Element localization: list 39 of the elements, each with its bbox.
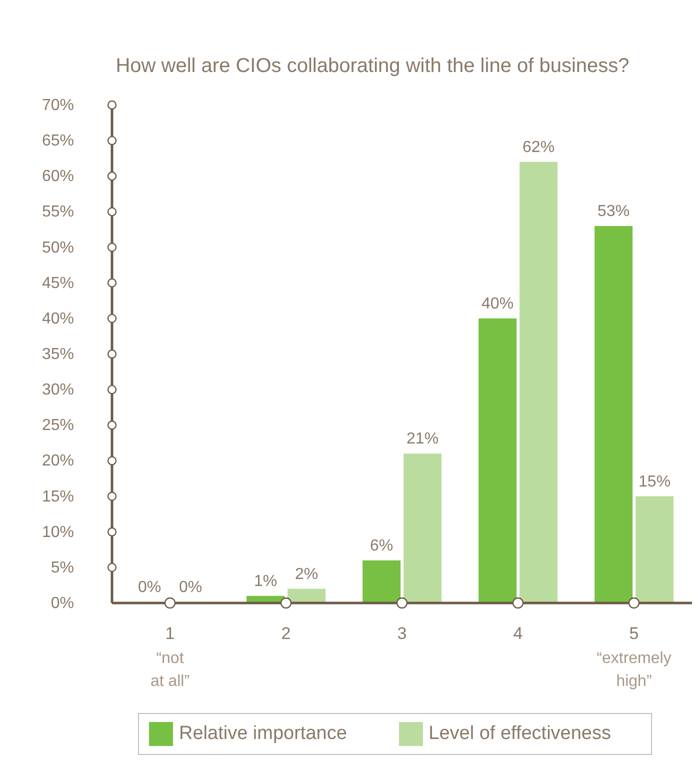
y-tick-label: 60% (42, 168, 74, 186)
legend-label: Level of effectiveness (428, 723, 611, 745)
bar (636, 496, 674, 603)
y-tick-label: 5% (50, 559, 74, 576)
y-tick-label: 15% (42, 488, 74, 506)
data-label: 53% (598, 202, 630, 220)
data-label: 21% (406, 430, 439, 448)
data-label: 62% (522, 138, 555, 156)
bar (362, 560, 401, 603)
y-tick-label: 65% (42, 132, 74, 150)
x-tick-label: 1 “not at all” (150, 624, 190, 690)
y-tick-label: 55% (42, 204, 74, 221)
y-tick-label: 0% (50, 595, 74, 612)
data-label: 0% (178, 579, 202, 596)
data-label: 2% (294, 566, 318, 583)
y-tick-label: 30% (42, 382, 74, 399)
bar (594, 226, 633, 603)
y-tick-label: 35% (42, 346, 74, 363)
y-tick-label: 50% (42, 239, 74, 256)
y-tick-label: 20% (42, 452, 74, 470)
data-label: 15% (638, 473, 671, 490)
x-tick-label: 4 (513, 624, 523, 643)
y-tick-label: 70% (42, 97, 74, 114)
y-tick-label: 25% (42, 417, 74, 434)
data-label: 0% (138, 579, 162, 596)
y-tick-label: 10% (42, 524, 74, 541)
bar (520, 162, 558, 603)
x-tick-label: 5 “extremely high” (596, 624, 672, 690)
x-tick-label: 2 (281, 624, 291, 643)
data-label: 1% (254, 572, 278, 590)
bar (404, 454, 442, 603)
chart-title: How well are CIOs collaborating with the line of business? (114, 55, 630, 79)
data-label: 40% (482, 295, 514, 312)
x-tick-label: 3 (397, 624, 407, 643)
data-label: 6% (370, 537, 394, 554)
bar (478, 318, 517, 603)
y-tick-label: 40% (42, 310, 74, 328)
legend-label: Relative importance (179, 723, 347, 745)
y-tick-label: 45% (42, 274, 74, 292)
